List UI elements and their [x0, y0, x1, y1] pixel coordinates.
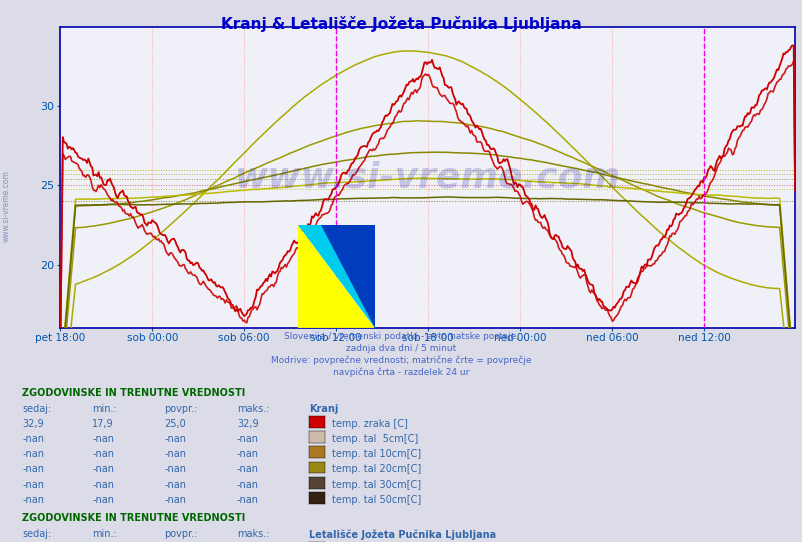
Text: -nan: -nan	[164, 434, 186, 444]
Text: -nan: -nan	[22, 464, 44, 474]
Text: www.si-vreme.com: www.si-vreme.com	[2, 170, 11, 242]
Text: sedaj:: sedaj:	[22, 404, 51, 414]
Text: navpična črta - razdelek 24 ur: navpična črta - razdelek 24 ur	[333, 367, 469, 377]
Text: temp. zraka [C]: temp. zraka [C]	[331, 419, 407, 429]
Text: 25,0: 25,0	[164, 419, 186, 429]
Text: Kranj & Letališče Jožeta Pučnika Ljubljana: Kranj & Letališče Jožeta Pučnika Ljublja…	[221, 16, 581, 33]
Text: temp. tal 10cm[C]: temp. tal 10cm[C]	[331, 449, 420, 459]
Polygon shape	[298, 225, 374, 328]
Text: -nan: -nan	[237, 449, 258, 459]
Text: -nan: -nan	[164, 449, 186, 459]
Text: sedaj:: sedaj:	[22, 530, 51, 539]
Text: 32,9: 32,9	[22, 419, 44, 429]
Text: ZGODOVINSKE IN TRENUTNE VREDNOSTI: ZGODOVINSKE IN TRENUTNE VREDNOSTI	[22, 388, 245, 397]
Text: -nan: -nan	[22, 495, 44, 505]
Text: povpr.:: povpr.:	[164, 530, 198, 539]
Text: -nan: -nan	[237, 434, 258, 444]
Text: Letališče Jožeta Pučnika Ljubljana: Letališče Jožeta Pučnika Ljubljana	[309, 530, 496, 540]
Text: temp. tal 30cm[C]: temp. tal 30cm[C]	[331, 480, 420, 489]
Polygon shape	[321, 225, 374, 328]
Text: temp. tal  5cm[C]: temp. tal 5cm[C]	[331, 434, 417, 444]
Polygon shape	[298, 225, 374, 328]
Text: maks.:: maks.:	[237, 530, 269, 539]
Text: -nan: -nan	[22, 480, 44, 489]
Text: ZGODOVINSKE IN TRENUTNE VREDNOSTI: ZGODOVINSKE IN TRENUTNE VREDNOSTI	[22, 513, 245, 523]
Text: temp. tal 20cm[C]: temp. tal 20cm[C]	[331, 464, 420, 474]
Text: min.:: min.:	[92, 404, 117, 414]
Text: -nan: -nan	[237, 495, 258, 505]
Text: -nan: -nan	[92, 464, 114, 474]
Text: Slovenija / vremenski podatki - avtomatske postaje,: Slovenija / vremenski podatki - avtomats…	[284, 332, 518, 341]
Text: -nan: -nan	[92, 480, 114, 489]
Text: povpr.:: povpr.:	[164, 404, 198, 414]
Text: -nan: -nan	[92, 449, 114, 459]
Text: zadnja dva dni / 5 minut: zadnja dva dni / 5 minut	[346, 344, 456, 353]
Text: temp. tal 50cm[C]: temp. tal 50cm[C]	[331, 495, 420, 505]
Text: Modrive: povprečne vrednosti; matrične črte = povprečje: Modrive: povprečne vrednosti; matrične č…	[271, 356, 531, 365]
Text: Kranj: Kranj	[309, 404, 338, 414]
Text: min.:: min.:	[92, 530, 117, 539]
Text: -nan: -nan	[164, 464, 186, 474]
Text: 17,9: 17,9	[92, 419, 114, 429]
Text: maks.:: maks.:	[237, 404, 269, 414]
Text: -nan: -nan	[237, 480, 258, 489]
Text: -nan: -nan	[22, 434, 44, 444]
Text: 32,9: 32,9	[237, 419, 258, 429]
Text: -nan: -nan	[237, 464, 258, 474]
Text: -nan: -nan	[22, 449, 44, 459]
Text: www.si-vreme.com: www.si-vreme.com	[234, 160, 620, 195]
Text: -nan: -nan	[164, 495, 186, 505]
Text: -nan: -nan	[164, 480, 186, 489]
Text: -nan: -nan	[92, 434, 114, 444]
Text: -nan: -nan	[92, 495, 114, 505]
